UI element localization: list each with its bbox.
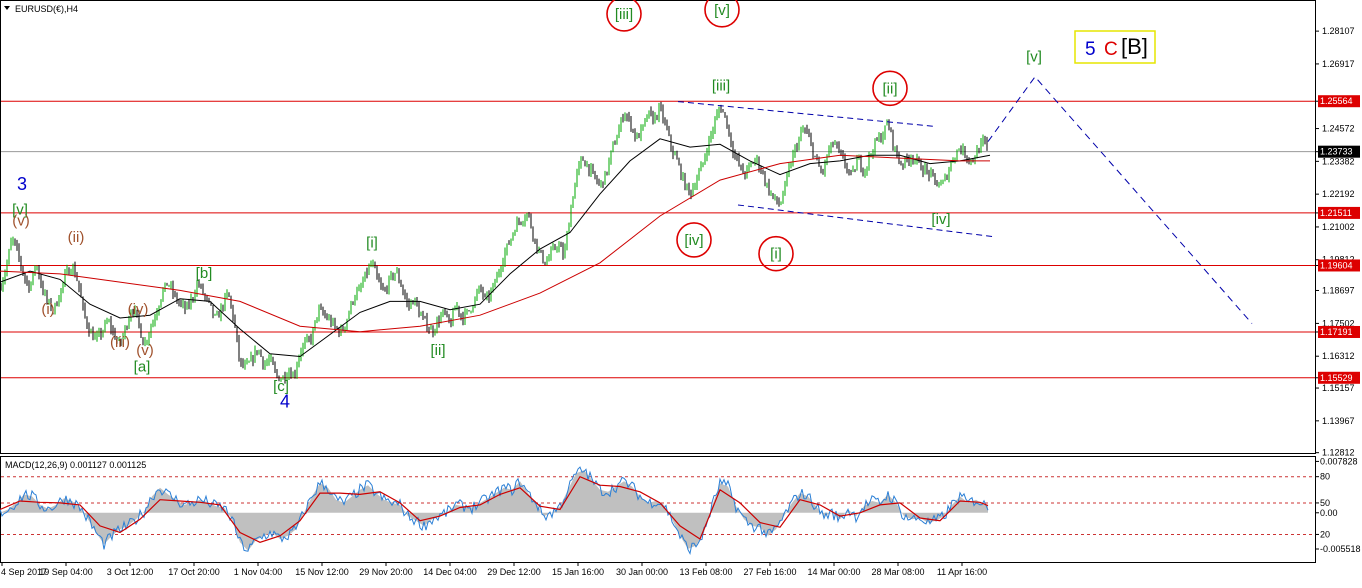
wave-label-12: [i] <box>366 235 378 252</box>
wave-label-0: 3 <box>17 174 27 194</box>
price-tick-label-6: 1.22192 <box>1322 189 1355 199</box>
wave-label-14: [iii] <box>615 6 633 23</box>
time-tick-label-6: 29 Nov 20:00 <box>359 567 413 577</box>
wave-circle-17 <box>872 70 908 107</box>
projection-path <box>987 76 1253 324</box>
time-tick-label-1: 19 Sep 04:00 <box>39 567 93 577</box>
current-price-box <box>1318 145 1360 158</box>
time-tick-label-11: 13 Feb 08:00 <box>679 567 732 577</box>
level-price-box-7 <box>1318 206 1360 219</box>
macd-title: MACD(12,26,9) 0.001127 0.001125 <box>5 460 146 470</box>
legend-part-c: C <box>1104 39 1118 60</box>
price-tick-label-0: 1.28107 <box>1322 26 1355 36</box>
legend-part-b: [B] <box>1121 34 1148 59</box>
time-tick-label-3: 17 Oct 20:00 <box>168 567 220 577</box>
wave-label-17: [ii] <box>883 80 898 97</box>
time-tick-label-9: 15 Jan 16:00 <box>552 567 604 577</box>
macd-tick-label-4: 20 <box>1320 529 1330 539</box>
macd-histogram <box>0 470 988 551</box>
moving-average-0 <box>0 138 991 358</box>
legend-part-5: 5 <box>1085 39 1096 60</box>
time-tick-label-5: 15 Nov 12:00 <box>295 567 349 577</box>
wave-circle-19 <box>758 235 794 272</box>
time-tick-label-4: 1 Nov 04:00 <box>234 567 283 577</box>
time-tick-label-0: 4 Sep 2017 <box>1 567 47 577</box>
price-tick-label-13: 1.17191 <box>1320 327 1353 337</box>
price-tick-label-1: 1.26917 <box>1322 59 1355 69</box>
price-tick-label-3: 1.24572 <box>1322 124 1355 134</box>
time-tick-label-12: 27 Feb 16:00 <box>743 567 796 577</box>
wave-label-8: [a] <box>134 359 151 376</box>
wave-label-4: (i) <box>41 301 54 318</box>
moving-average-1 <box>0 154 990 333</box>
price-tick-label-7: 1.21511 <box>1320 208 1352 218</box>
time-tick-label-10: 30 Jan 00:00 <box>616 567 668 577</box>
macd-tick-label-2: 50 <box>1320 498 1330 508</box>
wave-label-9: [b] <box>196 265 213 282</box>
wave-label-18: [iv] <box>684 232 703 249</box>
chart-title: EURUSD(€),H4 <box>15 4 78 14</box>
level-price-box-15 <box>1318 371 1360 384</box>
wave-circle-15 <box>704 0 740 28</box>
channel-line-1 <box>737 204 994 238</box>
wave-label-19: [i] <box>770 246 782 263</box>
price-tick-label-5: 1.23382 <box>1322 156 1355 166</box>
price-tick-label-17: 1.13967 <box>1322 416 1355 426</box>
time-tick-label-2: 3 Oct 12:00 <box>107 567 154 577</box>
wave-label-21: [v] <box>1026 49 1042 66</box>
time-tick-label-15: 11 Apr 16:00 <box>937 567 987 577</box>
wave-label-13: [ii] <box>431 342 446 359</box>
wave-circle-18 <box>676 222 712 258</box>
wave-label-11: 4 <box>280 392 290 412</box>
channel-line-0 <box>677 101 936 127</box>
wave-label-7: (v) <box>136 342 154 359</box>
time-tick-label-13: 14 Mar 00:00 <box>807 567 860 577</box>
time-tick-label-8: 29 Dec 12:00 <box>487 567 541 577</box>
price-tick-label-18: 1.12812 <box>1322 448 1355 458</box>
time-tick-label-14: 28 Mar 08:00 <box>871 567 924 577</box>
wave-circle-14 <box>606 0 642 32</box>
macd-tick-label-5: -0.005518 <box>1320 544 1361 554</box>
price-tick-label-4: 1.23733 <box>1320 147 1353 157</box>
wave-label-10: [c] <box>273 378 289 395</box>
wave-legend-box: 5 C [B] <box>1074 30 1156 64</box>
macd-tick-label-1: 80 <box>1320 472 1330 482</box>
menu-triangle-icon[interactable] <box>4 6 10 10</box>
price-tick-label-16: 1.15157 <box>1322 383 1355 393</box>
time-tick-label-7: 14 Dec 04:00 <box>423 567 477 577</box>
wave-label-6: (iii) <box>110 334 130 351</box>
level-price-box-10 <box>1318 259 1360 272</box>
wave-label-20: [iv] <box>931 211 950 228</box>
price-tick-label-15: 1.15529 <box>1320 373 1353 383</box>
price-tick-label-10: 1.19604 <box>1320 260 1353 270</box>
wave-label-15: [v] <box>714 2 730 19</box>
macd-signal-line <box>0 475 989 543</box>
level-price-box-13 <box>1318 325 1360 338</box>
wave-label-2: (v) <box>12 213 30 230</box>
wave-label-16: [iii] <box>712 78 730 95</box>
price-tick-label-14: 1.16312 <box>1322 351 1355 361</box>
wave-label-5: (iv) <box>128 301 149 318</box>
price-tick-label-2: 1.25564 <box>1320 96 1353 106</box>
price-tick-label-12: 1.17502 <box>1322 318 1355 328</box>
price-tick-label-11: 1.18697 <box>1322 285 1355 295</box>
wave-label-1: [v] <box>12 202 28 219</box>
macd-tick-label-3: 0.00 <box>1320 508 1338 518</box>
macd-main-line <box>0 466 989 555</box>
macd-tick-label-0: 0.007828 <box>1320 456 1358 466</box>
price-tick-label-8: 1.21002 <box>1322 222 1355 232</box>
level-price-box-2 <box>1318 95 1360 108</box>
wave-label-3: (ii) <box>68 229 85 246</box>
